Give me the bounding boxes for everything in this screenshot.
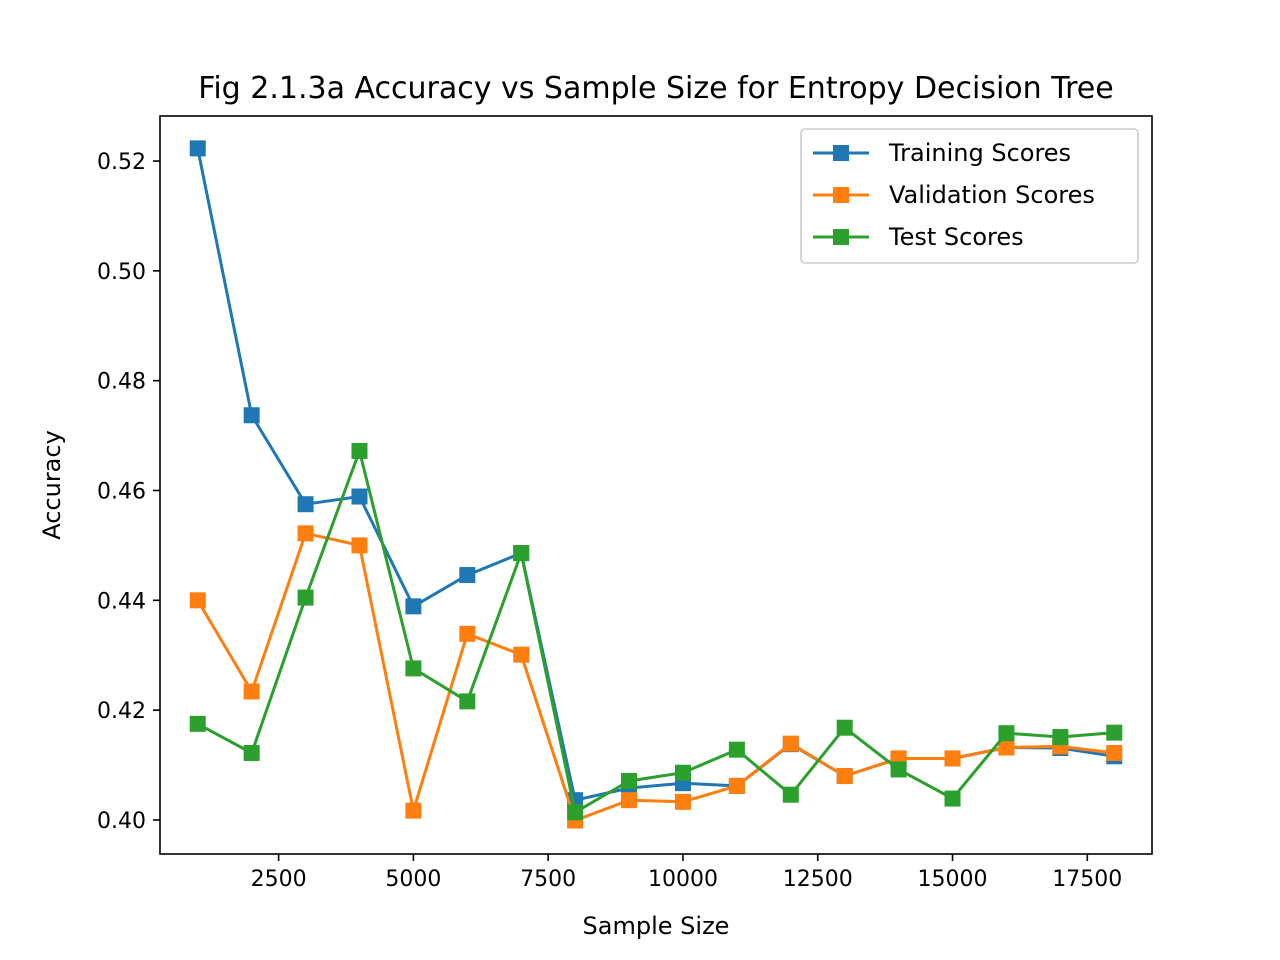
data-point xyxy=(459,625,476,642)
data-point xyxy=(405,802,422,819)
data-point xyxy=(351,488,368,505)
data-point xyxy=(189,140,206,157)
data-point xyxy=(297,589,314,606)
data-point xyxy=(243,407,260,424)
x-tick-label: 5000 xyxy=(385,867,441,892)
data-point xyxy=(243,744,260,761)
legend: Training Scores Validation Scores Test Sco… xyxy=(800,128,1139,264)
data-point xyxy=(297,496,314,513)
data-point xyxy=(674,764,691,781)
y-tick-label: 0.48 xyxy=(97,370,146,395)
data-point xyxy=(459,567,476,584)
data-point xyxy=(243,683,260,700)
data-point xyxy=(674,793,691,810)
data-point xyxy=(513,545,530,562)
y-tick-label: 0.46 xyxy=(97,479,146,504)
data-point xyxy=(728,777,745,794)
data-point xyxy=(1106,744,1123,761)
data-point xyxy=(405,598,422,615)
data-point xyxy=(782,735,799,752)
legend-marker xyxy=(833,187,849,203)
data-point xyxy=(944,790,961,807)
legend-label: Training Scores xyxy=(888,139,1071,167)
data-point xyxy=(836,719,853,736)
data-point xyxy=(998,739,1015,756)
data-point xyxy=(1106,724,1123,741)
plot-area: 2500 5000 7500 10000 12500 15000 17500 0.40 0.42… xyxy=(97,115,1153,892)
x-tick-label: 10000 xyxy=(648,867,718,892)
chart-title: Fig 2.1.3a Accuracy vs Sample Size for E… xyxy=(198,71,1113,106)
x-tick-label: 7500 xyxy=(520,867,576,892)
data-point xyxy=(405,660,422,677)
data-point xyxy=(513,646,530,663)
x-tick-label: 12500 xyxy=(783,867,853,892)
series-line xyxy=(196,449,1115,814)
axes-frame xyxy=(159,115,1153,855)
y-tick-label: 0.44 xyxy=(97,589,146,614)
data-point xyxy=(351,537,368,554)
series-line xyxy=(196,531,1115,822)
y-tick-label: 0.40 xyxy=(97,809,146,834)
data-point xyxy=(621,792,638,809)
x-axis-label: Sample Size xyxy=(583,912,730,940)
y-tick-label: 0.42 xyxy=(97,699,146,724)
y-axis-label: Accuracy xyxy=(38,430,66,540)
data-point xyxy=(351,442,368,459)
data-point xyxy=(890,761,907,778)
x-tick-label: 2500 xyxy=(251,867,307,892)
data-point xyxy=(189,592,206,609)
legend-label: Validation Scores xyxy=(889,181,1095,209)
data-point xyxy=(728,741,745,758)
data-point xyxy=(621,772,638,789)
y-tick-label: 0.52 xyxy=(97,150,146,175)
data-point xyxy=(944,750,961,767)
data-point xyxy=(782,786,799,803)
x-tick-label: 17500 xyxy=(1052,867,1122,892)
data-point xyxy=(567,804,584,821)
data-point xyxy=(1052,729,1069,746)
data-point xyxy=(998,725,1015,742)
legend-box xyxy=(800,128,1139,264)
legend-marker xyxy=(833,229,849,245)
data-point xyxy=(836,768,853,785)
data-point xyxy=(297,525,314,542)
data-point xyxy=(459,693,476,710)
data-point xyxy=(189,715,206,732)
y-tick-label: 0.50 xyxy=(97,260,146,285)
legend-label: Test Scores xyxy=(888,223,1024,251)
legend-marker xyxy=(833,145,849,161)
x-tick-label: 15000 xyxy=(918,867,988,892)
